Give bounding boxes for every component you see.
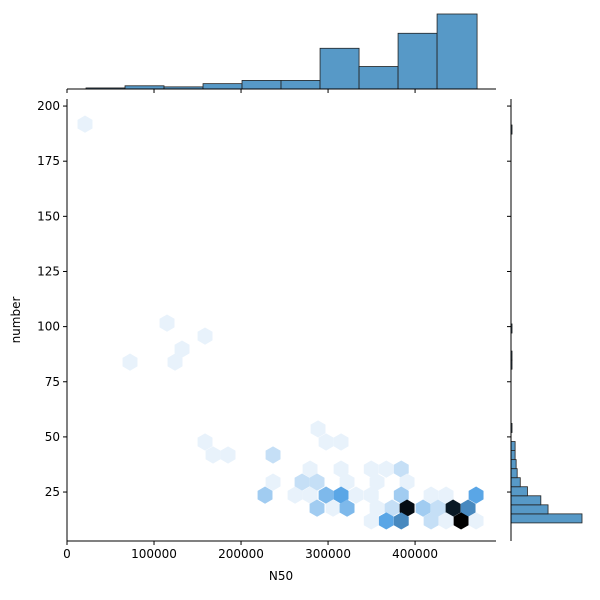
hexbin bbox=[393, 486, 409, 504]
y-histogram-bar bbox=[510, 477, 521, 488]
y-tick-label: 75 bbox=[45, 375, 60, 389]
hexbin bbox=[363, 486, 379, 504]
x-histogram-bar bbox=[241, 80, 282, 90]
x-histogram-bar bbox=[202, 83, 243, 90]
hexbin bbox=[445, 499, 461, 517]
hexbin bbox=[309, 499, 325, 517]
y-tick-label: 50 bbox=[45, 430, 60, 444]
hexbin bbox=[348, 486, 364, 504]
hexbin bbox=[318, 486, 334, 504]
y-tick-label: 125 bbox=[37, 264, 60, 278]
x-tick-label: 200000 bbox=[218, 547, 264, 561]
hexbin bbox=[318, 433, 334, 451]
y-histogram-bar bbox=[510, 441, 516, 451]
y-histogram-bar bbox=[510, 504, 549, 515]
y-histogram-bar bbox=[510, 495, 542, 506]
hexbin bbox=[333, 433, 349, 451]
hexbin bbox=[369, 473, 385, 491]
hexbin bbox=[339, 499, 355, 517]
hexbin bbox=[197, 327, 213, 345]
y-tick-label: 100 bbox=[37, 320, 60, 334]
y-histogram-bar bbox=[510, 450, 516, 461]
hexbin bbox=[333, 486, 349, 504]
hexbin bbox=[430, 499, 446, 517]
hexbin bbox=[363, 512, 379, 530]
hexbin bbox=[453, 512, 469, 530]
hexbin bbox=[310, 420, 326, 438]
hexbin bbox=[438, 486, 454, 504]
hexbin bbox=[309, 473, 325, 491]
x-tick-label: 0 bbox=[63, 547, 71, 561]
y-axis-label: number bbox=[9, 297, 23, 344]
hexbin bbox=[384, 499, 400, 517]
hexbin bbox=[460, 499, 476, 517]
hexbin bbox=[265, 473, 281, 491]
hexbin bbox=[265, 446, 281, 464]
hexbin bbox=[159, 314, 175, 332]
y-histogram-bar bbox=[510, 513, 583, 524]
hexbin bbox=[369, 499, 385, 517]
hexbin bbox=[415, 499, 431, 517]
hexbin bbox=[174, 340, 190, 358]
x-tick-label: 400000 bbox=[392, 547, 438, 561]
y-histogram-bar bbox=[510, 486, 528, 497]
hexbin bbox=[220, 446, 236, 464]
x-axis-label: N50 bbox=[269, 569, 293, 583]
hexbin bbox=[393, 460, 409, 478]
hexbin bbox=[302, 460, 318, 478]
hexbin bbox=[399, 473, 415, 491]
hexbin bbox=[378, 512, 394, 530]
x-histogram-bar bbox=[319, 47, 360, 90]
hexbin bbox=[122, 353, 138, 371]
hexbin bbox=[287, 486, 303, 504]
x-histogram-bar bbox=[358, 66, 399, 90]
hexbin bbox=[167, 353, 183, 371]
hexbin bbox=[438, 512, 454, 530]
y-histogram-bar bbox=[510, 468, 518, 479]
hexbin bbox=[325, 499, 341, 517]
x-histogram-bar bbox=[280, 80, 321, 90]
y-tick-label: 200 bbox=[37, 99, 60, 113]
hexbin bbox=[294, 473, 310, 491]
x-tick-label: 100000 bbox=[131, 547, 177, 561]
hexbin bbox=[257, 486, 273, 504]
hexbin bbox=[378, 460, 394, 478]
y-tick-label: 175 bbox=[37, 154, 60, 168]
x-tick-label: 300000 bbox=[305, 547, 351, 561]
hexbin bbox=[468, 512, 484, 530]
x-histogram-bar bbox=[397, 32, 438, 90]
y-histogram-bar bbox=[510, 459, 517, 470]
hexbin bbox=[423, 486, 439, 504]
hexbin bbox=[399, 499, 415, 517]
y-tick-label: 150 bbox=[37, 209, 60, 223]
x-histogram-bar bbox=[436, 13, 478, 90]
hexbin bbox=[333, 460, 349, 478]
hexbin bbox=[363, 460, 379, 478]
y-tick-label: 25 bbox=[45, 485, 60, 499]
hexbin bbox=[468, 486, 484, 504]
hexbin bbox=[393, 512, 409, 530]
hexbin bbox=[302, 486, 318, 504]
hexbin bbox=[197, 433, 213, 451]
hexbin bbox=[205, 446, 221, 464]
hexbin bbox=[423, 512, 439, 530]
hexbin bbox=[77, 115, 93, 133]
hexbin bbox=[339, 473, 355, 491]
